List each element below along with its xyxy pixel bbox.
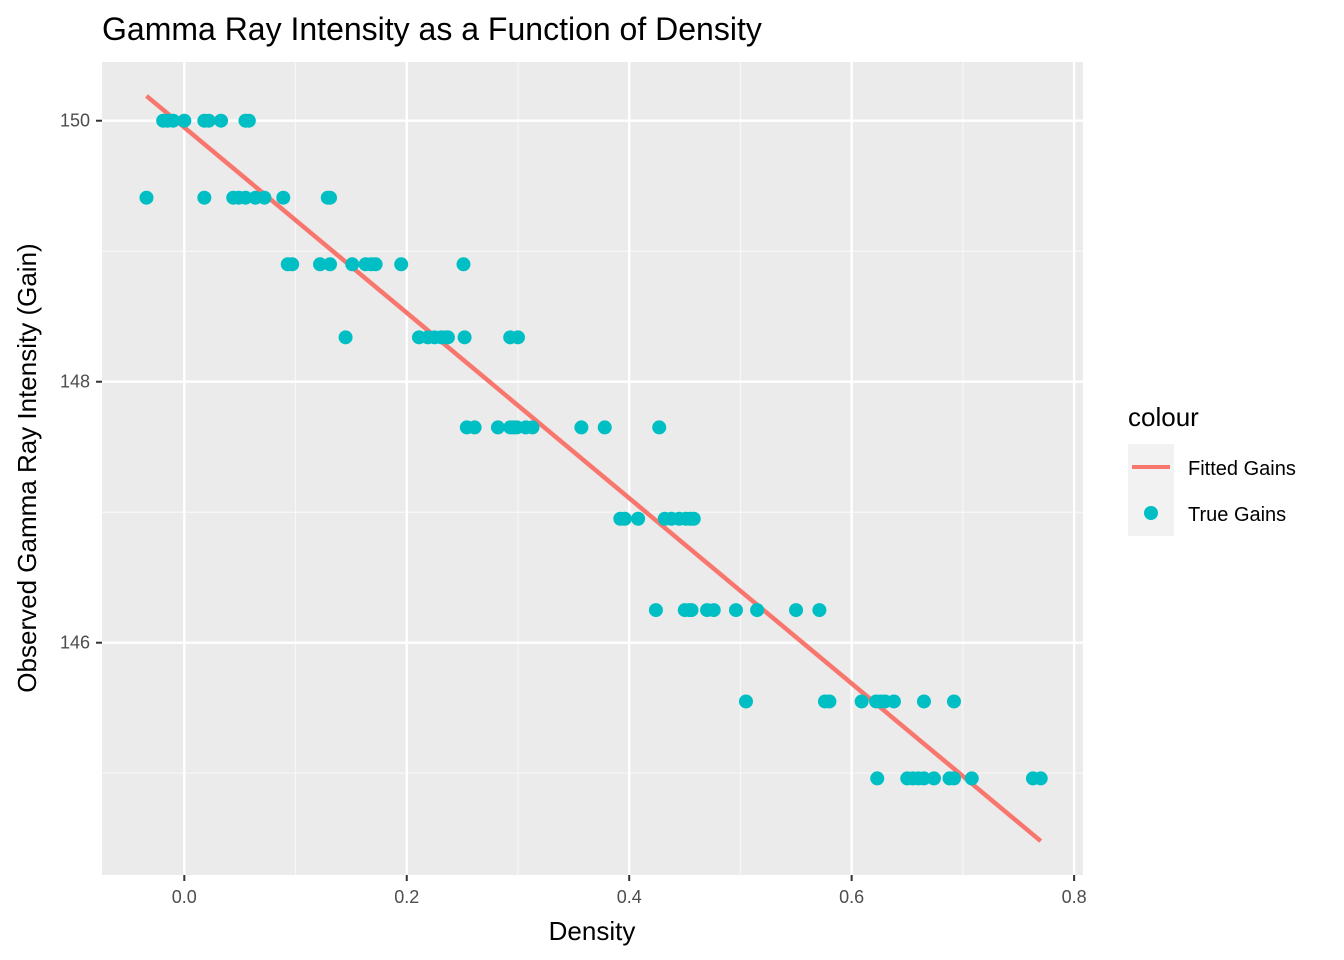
minor-grid bbox=[102, 62, 1083, 875]
data-point bbox=[338, 330, 353, 345]
data-point bbox=[525, 420, 540, 435]
data-point bbox=[854, 694, 869, 709]
data-point bbox=[812, 603, 827, 618]
x-tick-label: 0.6 bbox=[839, 887, 864, 907]
data-point bbox=[916, 694, 931, 709]
y-tick-label: 150 bbox=[60, 111, 90, 131]
data-point bbox=[177, 113, 192, 128]
major-grid bbox=[102, 62, 1083, 875]
legend-point-swatch bbox=[1144, 506, 1158, 520]
legend: colour Fitted Gains True Gains bbox=[1128, 402, 1296, 536]
data-point bbox=[238, 190, 253, 205]
data-point bbox=[946, 694, 961, 709]
data-point bbox=[197, 190, 212, 205]
data-point bbox=[946, 771, 961, 786]
data-point bbox=[822, 694, 837, 709]
data-point bbox=[510, 330, 525, 345]
data-point bbox=[789, 603, 804, 618]
data-point bbox=[285, 257, 300, 272]
data-point bbox=[597, 420, 612, 435]
data-point bbox=[631, 511, 646, 526]
data-point bbox=[323, 190, 338, 205]
data-point bbox=[738, 694, 753, 709]
data-point bbox=[313, 257, 327, 272]
x-tick-label: 0.4 bbox=[617, 887, 642, 907]
data-point bbox=[201, 113, 216, 128]
data-point bbox=[345, 257, 360, 272]
data-point bbox=[456, 257, 471, 272]
fitted-gains-line bbox=[145, 94, 1043, 843]
data-point bbox=[916, 771, 931, 786]
data-point bbox=[490, 420, 505, 435]
data-point bbox=[964, 771, 979, 786]
data-point bbox=[728, 603, 743, 618]
y-tick-label: 148 bbox=[60, 372, 90, 392]
y-axis-title: Observed Gamma Ray Intensity (Gain) bbox=[12, 243, 42, 692]
data-point bbox=[457, 330, 472, 345]
legend-label-true: True Gains bbox=[1188, 504, 1286, 526]
data-point bbox=[241, 113, 256, 128]
x-tick-label: 0.2 bbox=[394, 887, 419, 907]
data-point bbox=[394, 257, 409, 272]
data-point bbox=[684, 603, 699, 618]
data-point bbox=[323, 257, 338, 272]
data-point bbox=[1033, 771, 1048, 786]
data-point bbox=[440, 330, 455, 345]
data-point bbox=[467, 420, 482, 435]
data-point bbox=[368, 257, 383, 272]
legend-label-fitted: Fitted Gains bbox=[1188, 458, 1296, 480]
data-point bbox=[886, 694, 901, 709]
x-axis-ticks: 0.0 0.2 0.4 0.6 0.8 bbox=[172, 875, 1087, 907]
data-point bbox=[139, 190, 154, 205]
data-point bbox=[214, 113, 229, 128]
data-point bbox=[617, 511, 632, 526]
chart-title: Gamma Ray Intensity as a Function of Den… bbox=[102, 11, 762, 47]
data-point bbox=[926, 771, 941, 786]
data-point bbox=[648, 603, 663, 618]
fitted-line-layer bbox=[145, 94, 1043, 843]
legend-title: colour bbox=[1128, 402, 1199, 432]
x-tick-label: 0.8 bbox=[1062, 887, 1087, 907]
y-tick-label: 146 bbox=[60, 633, 90, 653]
data-point bbox=[686, 511, 701, 526]
x-tick-label: 0.0 bbox=[172, 887, 197, 907]
data-point bbox=[574, 420, 589, 435]
data-point bbox=[870, 771, 885, 786]
points-layer bbox=[139, 113, 1048, 786]
data-point bbox=[166, 113, 181, 128]
data-point bbox=[652, 420, 667, 435]
data-point bbox=[276, 190, 291, 205]
data-point bbox=[750, 603, 765, 618]
data-point bbox=[706, 603, 721, 618]
data-point bbox=[257, 190, 272, 205]
y-axis-ticks: 146 148 150 bbox=[60, 111, 102, 653]
x-axis-title: Density bbox=[549, 916, 636, 946]
